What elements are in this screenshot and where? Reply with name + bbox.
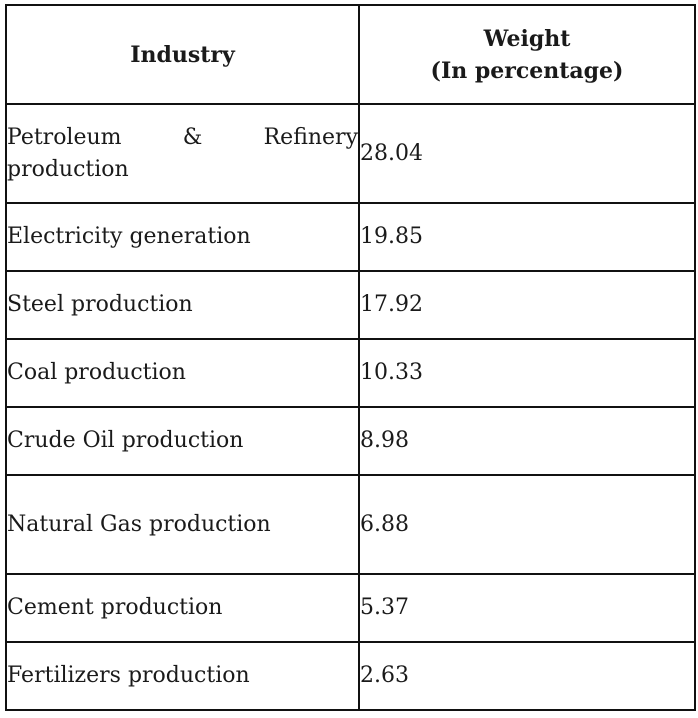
table-row: Cement production 5.37 — [5, 573, 696, 643]
weight-cell: 2.63 — [358, 641, 696, 711]
industry-cell: Petroleum & Refinery production — [5, 103, 360, 204]
table-row: Fertilizers production 2.63 — [5, 641, 696, 711]
table-row: Electricity generation 19.85 — [5, 202, 696, 272]
table-row: Coal production 10.33 — [5, 338, 696, 408]
table-row: Petroleum & Refinery production 28.04 — [5, 103, 696, 204]
industry-cell: Coal production — [5, 338, 360, 408]
industry-cell: Natural Gas production — [5, 474, 360, 575]
header-weight-line1: Weight — [483, 25, 571, 52]
header-weight: Weight (In percentage) — [358, 4, 696, 105]
weight-cell: 5.37 — [358, 573, 696, 643]
table-row: Crude Oil production 8.98 — [5, 406, 696, 476]
header-weight-line2: (In percentage) — [430, 57, 624, 84]
industry-cell: Steel production — [5, 270, 360, 340]
table-row: Steel production 17.92 — [5, 270, 696, 340]
weight-cell: 19.85 — [358, 202, 696, 272]
weight-cell: 10.33 — [358, 338, 696, 408]
weight-cell: 28.04 — [358, 103, 696, 204]
table-header-row: Industry Weight (In percentage) — [5, 4, 696, 105]
weight-cell: 17.92 — [358, 270, 696, 340]
industry-weights-table: Industry Weight (In percentage) Petroleu… — [5, 4, 696, 711]
table-row: Natural Gas production 6.88 — [5, 474, 696, 575]
industry-cell: Electricity generation — [5, 202, 360, 272]
weight-cell: 8.98 — [358, 406, 696, 476]
header-industry: Industry — [5, 4, 360, 105]
industry-cell: Cement production — [5, 573, 360, 643]
weight-cell: 6.88 — [358, 474, 696, 575]
industry-cell: Crude Oil production — [5, 406, 360, 476]
industry-cell: Fertilizers production — [5, 641, 360, 711]
